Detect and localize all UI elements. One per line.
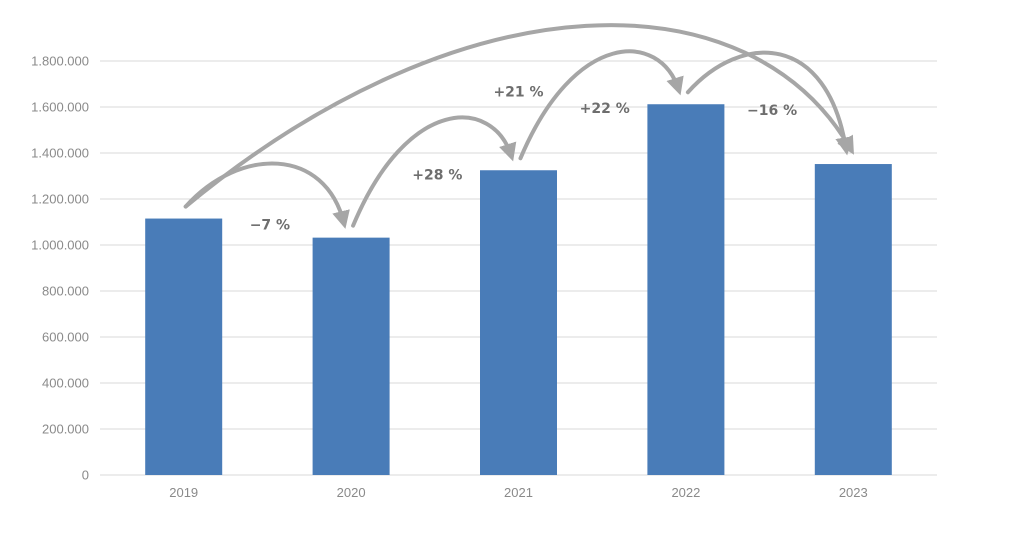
x-axis-ticks: 2019 2020 2021 2022 2023 <box>169 485 868 500</box>
change-label: +21 % <box>493 84 543 100</box>
y-tick-label: 600.000 <box>42 330 89 345</box>
y-tick-label: 0 <box>82 468 89 483</box>
change-arrow <box>685 50 854 156</box>
y-tick-label: 1.600.000 <box>31 100 89 115</box>
change-arrows <box>183 23 854 229</box>
bar-2019 <box>145 218 223 476</box>
bar-2023 <box>814 164 892 476</box>
x-tick-label: 2021 <box>504 485 533 500</box>
y-tick-label: 1.000.000 <box>31 238 89 253</box>
y-tick-label: 400.000 <box>42 376 89 391</box>
x-tick-label: 2019 <box>169 485 198 500</box>
change-label: +28 % <box>412 167 462 183</box>
bar-2022 <box>647 104 725 476</box>
bars <box>145 104 892 476</box>
change-arrow <box>183 23 854 209</box>
y-tick-label: 800.000 <box>42 284 89 299</box>
y-tick-label: 1.800.000 <box>31 54 89 69</box>
y-tick-label: 1.200.000 <box>31 192 89 207</box>
change-arrow <box>351 115 517 228</box>
change-label: −7 % <box>250 218 290 234</box>
bar-2020 <box>312 237 390 475</box>
x-tick-label: 2020 <box>337 485 366 500</box>
y-tick-label: 200.000 <box>42 422 89 437</box>
x-tick-label: 2022 <box>671 485 700 500</box>
change-arrow <box>183 161 350 229</box>
change-label: −16 % <box>747 103 797 119</box>
change-labels: −7 % +28 % +22 % −16 % +21 % <box>250 84 797 233</box>
y-axis-ticks: 0 200.000 400.000 600.000 800.000 1.000.000 1.… <box>31 54 89 483</box>
y-tick-label: 1.400.000 <box>31 146 89 161</box>
x-tick-label: 2023 <box>839 485 868 500</box>
bar-2021 <box>480 170 557 475</box>
change-arrow <box>518 49 684 161</box>
change-label: +22 % <box>580 101 630 117</box>
